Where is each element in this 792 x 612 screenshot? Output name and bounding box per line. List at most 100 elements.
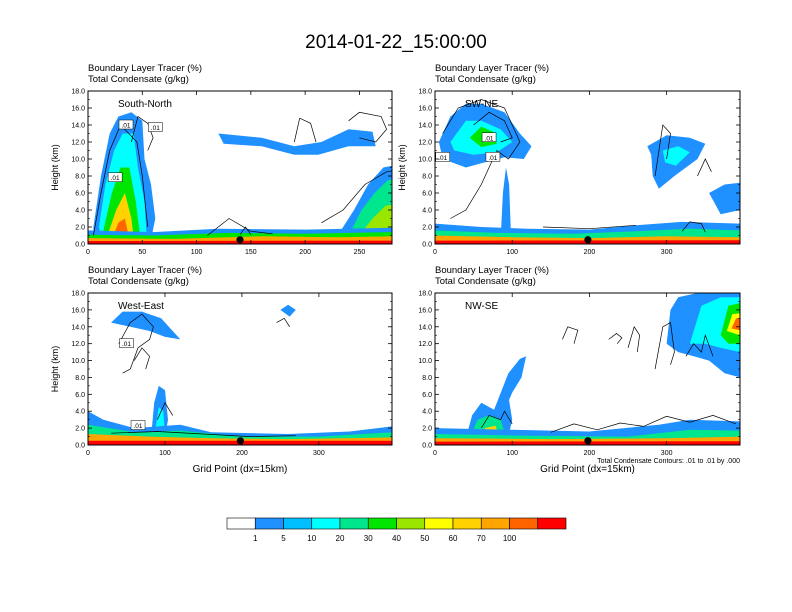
x-tick-label: 100: [506, 450, 518, 457]
y-tick-label: 12.0: [71, 341, 85, 348]
colorbar-label: 100: [503, 534, 517, 543]
y-tick-label: 2.0: [75, 225, 85, 232]
y-tick-label: 0.0: [422, 443, 432, 450]
contour-label: .01: [151, 125, 160, 132]
x-tick-label: 0: [86, 249, 90, 256]
y-axis-label: Height (km): [50, 346, 60, 393]
x-tick-label: 200: [584, 450, 596, 457]
location-marker: [236, 437, 244, 445]
y-tick-label: 2.0: [422, 225, 432, 232]
x-tick-label: 200: [584, 249, 596, 256]
condensate-contour: [685, 333, 714, 357]
field-title: Boundary Layer Tracer (%) Total Condensat…: [88, 63, 202, 85]
condensate-contour: [118, 313, 154, 374]
y-tick-label: 16.0: [71, 307, 85, 314]
colorbar-swatch: [396, 517, 426, 530]
condensate-contour: [133, 347, 150, 370]
y-tick-label: 18.0: [71, 291, 85, 298]
colorbar-label: 70: [477, 534, 486, 543]
colorbar-swatch: [339, 517, 369, 530]
plot-area: .01 .01 .01: [435, 91, 740, 244]
colorbar-swatch: [537, 517, 567, 530]
panel-label: SW-NE: [465, 99, 498, 110]
condensate-contour: [321, 170, 392, 224]
tracer-fill-region: [107, 193, 134, 238]
contour-label: .01: [121, 123, 130, 130]
y-tick-label: 0.0: [75, 443, 85, 450]
y-axis-label: Height (km): [50, 144, 60, 191]
colorbar-label: 30: [364, 534, 373, 543]
y-tick-label: 10.0: [71, 358, 85, 365]
condensate-contour: [156, 402, 173, 420]
y-tick-label: 10.0: [418, 358, 432, 365]
x-axis-label: Grid Point (dx=15km): [540, 464, 635, 475]
plot-area: .01 .01: [88, 293, 392, 445]
x-tick-label: 100: [191, 249, 203, 256]
condensate-contour: [481, 410, 513, 429]
tracer-fill-region: [111, 311, 181, 340]
y-tick-label: 6.0: [75, 191, 85, 198]
panel-3: .01 .01 0.0 2.0 4.0 6.0 8.0 10.0 12.0 14.0 16.0 18.…: [50, 291, 393, 475]
condensate-contour: [608, 333, 623, 344]
condensate-contour: [293, 117, 317, 143]
panel-1: .01 .01 .01 0.0 2.0 4.0 6.0 8.0 10.0 12.0 14.0 16.0…: [50, 89, 393, 256]
tracer-fill-region: [280, 304, 296, 317]
y-tick-label: 14.0: [418, 324, 432, 331]
field-title-condensate: Total Condensate (g/kg): [435, 276, 536, 287]
y-tick-label: 18.0: [418, 89, 432, 96]
field-title: Boundary Layer Tracer (%) Total Condensat…: [435, 63, 549, 85]
y-tick-label: 10.0: [71, 157, 85, 164]
contour-label: .01: [122, 341, 131, 348]
colorbar-label: 50: [420, 534, 429, 543]
figure-title: 2014-01-22_15:00:00: [305, 32, 487, 53]
y-tick-label: 4.0: [75, 409, 85, 416]
field-title: Boundary Layer Tracer (%) Total Condensat…: [435, 265, 549, 287]
condensate-contour: [543, 224, 636, 230]
condensate-contour: [654, 322, 675, 370]
location-marker: [584, 437, 592, 445]
contour-label-box: [148, 122, 163, 132]
condensate-contour: [442, 99, 521, 219]
x-tick-label: 50: [138, 249, 146, 256]
condensate-contour: [111, 431, 296, 437]
contour-label-box: [118, 119, 134, 130]
colorbar-swatch: [480, 517, 510, 530]
condensate-contour: [473, 111, 513, 143]
condensate-contour: [681, 221, 706, 233]
y-tick-label: 18.0: [71, 89, 85, 96]
y-tick-label: 12.0: [71, 140, 85, 147]
colorbar-swatch: [452, 517, 482, 530]
colorbar: 1 5 10 20 30 40 50 60 70 100: [226, 517, 567, 543]
x-tick-label: 300: [661, 249, 673, 256]
colorbar-swatch: [424, 517, 454, 530]
field-title-condensate: Total Condensate (g/kg): [435, 74, 536, 85]
colorbar-swatch: [254, 517, 284, 530]
y-axis-label: Height (km): [397, 144, 407, 191]
field-title-tracer: Boundary Layer Tracer (%): [88, 63, 203, 74]
condensate-contour: [207, 218, 273, 236]
field-title-tracer: Boundary Layer Tracer (%): [435, 63, 550, 74]
x-tick-label: 150: [245, 249, 257, 256]
contour-label-box: [107, 172, 123, 182]
panel-label: West-East: [118, 301, 164, 312]
y-tick-label: 18.0: [418, 291, 432, 298]
x-axis-label: Grid Point (dx=15km): [193, 464, 288, 475]
condensate-contour: [697, 158, 712, 177]
y-tick-label: 10.0: [418, 157, 432, 164]
x-tick-label: 300: [661, 450, 673, 457]
contour-label-box: [435, 152, 450, 162]
y-tick-label: 4.0: [422, 409, 432, 416]
condensate-contour: [348, 111, 388, 143]
condensate-contour: [239, 226, 252, 235]
y-tick-label: 2.0: [75, 426, 85, 433]
y-tick-label: 12.0: [418, 341, 432, 348]
x-tick-label: 0: [433, 249, 437, 256]
field-title: Boundary Layer Tracer (%) Total Condensat…: [88, 265, 202, 287]
y-tick-label: 12.0: [418, 140, 432, 147]
field-title-condensate: Total Condensate (g/kg): [88, 74, 189, 85]
contour-label-box: [481, 132, 497, 142]
y-tick-label: 14.0: [71, 123, 85, 130]
location-marker: [584, 236, 592, 244]
plot-area: [435, 293, 740, 445]
y-tick-label: 14.0: [418, 123, 432, 130]
